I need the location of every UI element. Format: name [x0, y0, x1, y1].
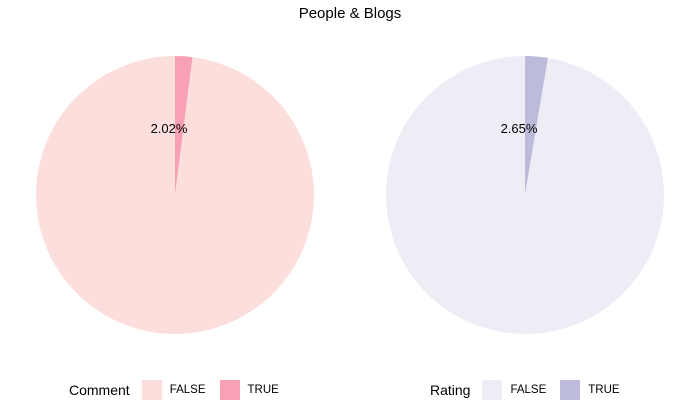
pie-slice-true — [525, 56, 549, 195]
legend-label-false: FALSE — [169, 384, 206, 396]
legend-title: Comment — [69, 382, 130, 398]
legend-key-false — [482, 380, 503, 400]
pie-data-label: 2.65% — [501, 121, 538, 136]
pie-data-label: 2.02% — [151, 121, 188, 136]
legend-label-true: TRUE — [588, 384, 620, 396]
legend-rating: Rating FALSE TRUE — [430, 376, 634, 404]
legend-label-true: TRUE — [247, 384, 279, 396]
pie-slice-false — [36, 56, 315, 335]
legend-key-true — [219, 380, 240, 400]
legend-key-false — [141, 380, 162, 400]
chart-title: People & Blogs — [298, 5, 402, 22]
legend-comment: Comment FALSE TRUE — [69, 376, 293, 404]
pie-slice-false — [385, 56, 664, 334]
legend-key-true — [560, 380, 581, 400]
legend-title: Rating — [430, 382, 471, 398]
legend-label-false: FALSE — [510, 384, 547, 396]
pie-slice-true — [175, 56, 193, 195]
pie-chart-comment: 2.02% — [36, 56, 315, 335]
